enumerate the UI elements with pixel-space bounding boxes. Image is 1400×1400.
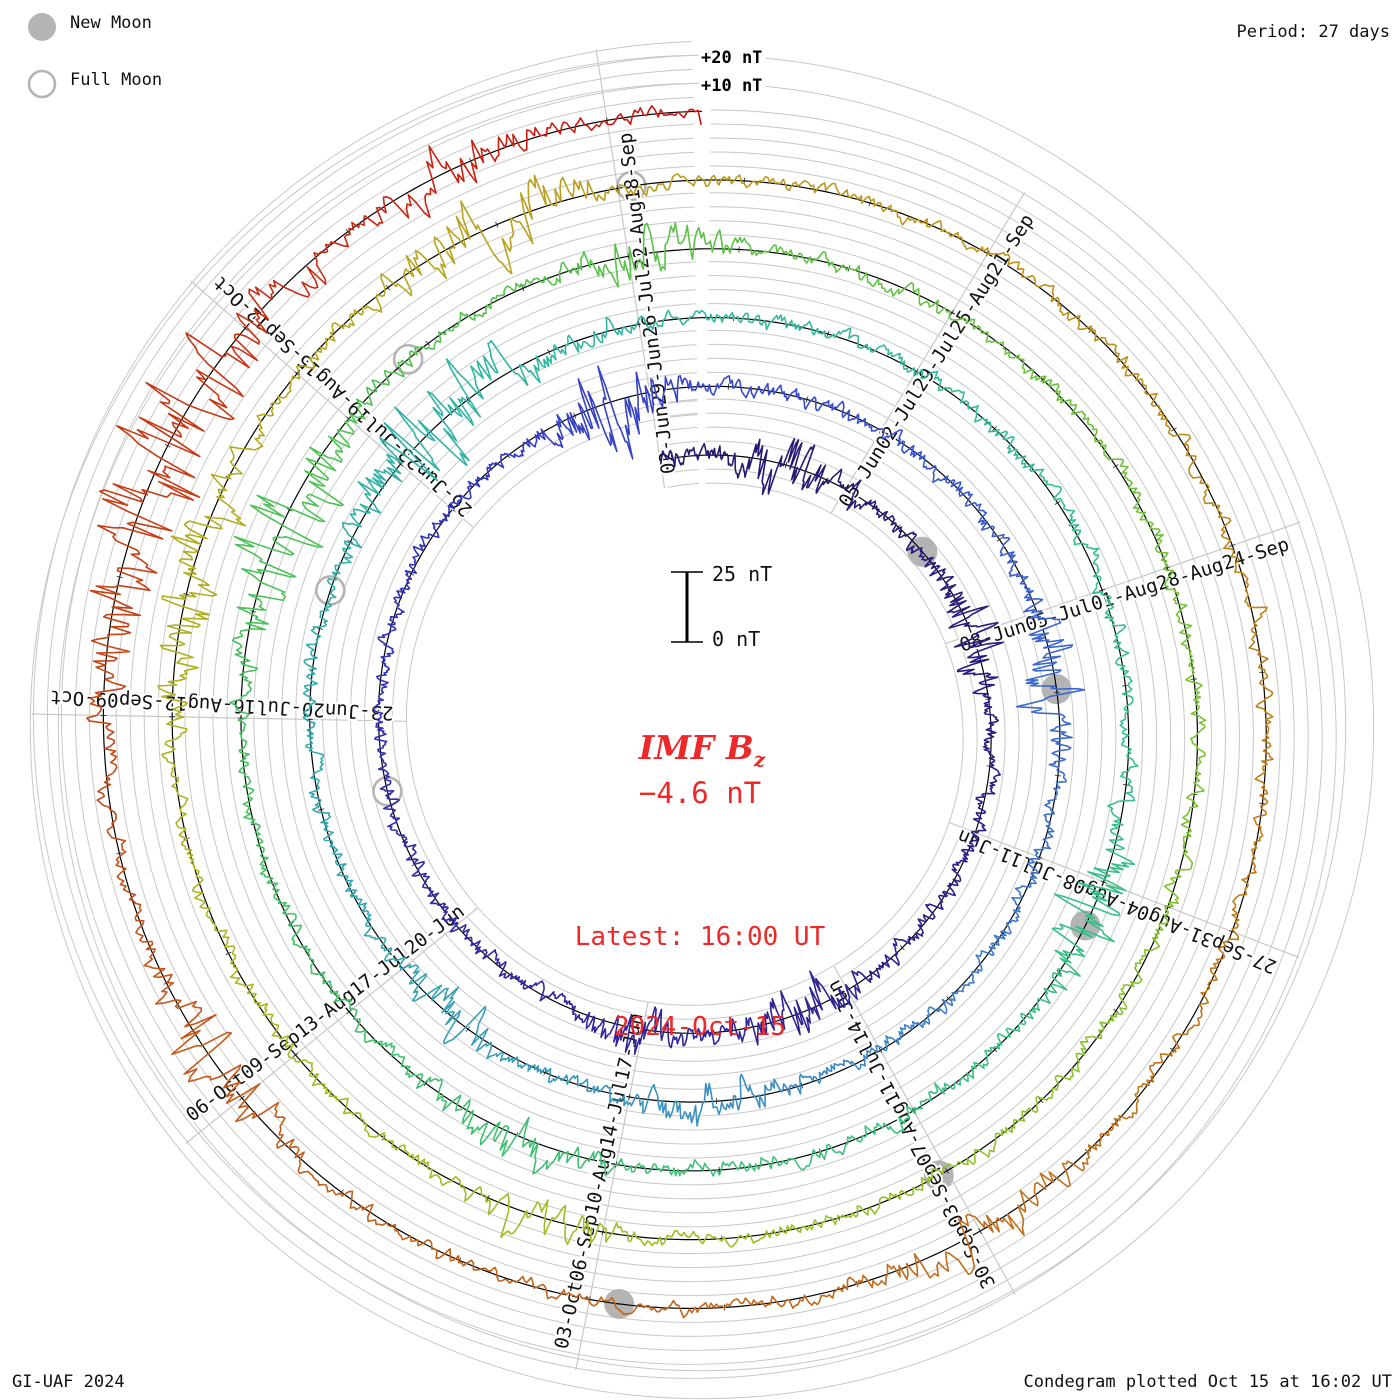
date-label: 05-Jun [834,442,890,512]
new-moon-icon [28,13,56,41]
plotted-timestamp: Condegram plotted Oct 15 at 16:02 UT [1023,1372,1392,1392]
scale-bar [671,571,703,643]
full-moon-icon [27,69,57,99]
date-label: 09-Oct [49,686,119,711]
date-label: 08-Jun [957,615,1029,656]
plus10-grid-label: +10 nT [699,75,767,97]
spoke-lines [31,49,1301,1371]
parameter-title: IMF Bz [638,728,766,772]
date-label: 23-Jun [324,699,394,724]
date-label: 17-Jul [346,942,414,1001]
full-moon-label: Full Moon [70,70,163,90]
latest-time-line: Latest: 16:00 UT [574,922,826,952]
plus20-grid-label: +20 nT [699,47,767,69]
parameter-subscript: z [753,747,766,772]
date-label: 13-Aug [291,984,359,1043]
latest-date-line: 2024-Oct-15 [613,1012,787,1042]
full-moon-marker [392,343,424,375]
period-label: Period: 27 days [1236,22,1390,42]
bz-trace [86,105,1274,1319]
spoke-line [185,907,479,1144]
scale-bottom-label: 0 nT [712,627,761,651]
spoke-line [945,521,1301,645]
spoke-line [190,280,474,529]
latest-value: −4.6 nT [638,776,762,810]
scale-top-label: 25 nT [712,562,773,586]
baseline-spiral [102,110,1267,1309]
new-moon-label: New Moon [70,13,152,33]
spoke-line [31,713,407,722]
date-label: 20-Jul [256,696,326,721]
credit-label: GI-UAF 2024 [12,1372,125,1392]
date-label: 21-Sep [983,210,1039,280]
date-label: 20-Jun [401,900,469,959]
spoke-line [830,191,1026,514]
spoke-line [833,965,1016,1295]
spoke-line [575,1001,649,1371]
latest-timestamp: Latest: 16:00 UT 2024-Oct-15 [575,862,825,1102]
date-label: 19-Aug [310,365,375,428]
date-label: 27-Sep [1208,931,1280,978]
grid-spirals [29,41,1375,1400]
date-label: 29-Jul [909,326,965,396]
